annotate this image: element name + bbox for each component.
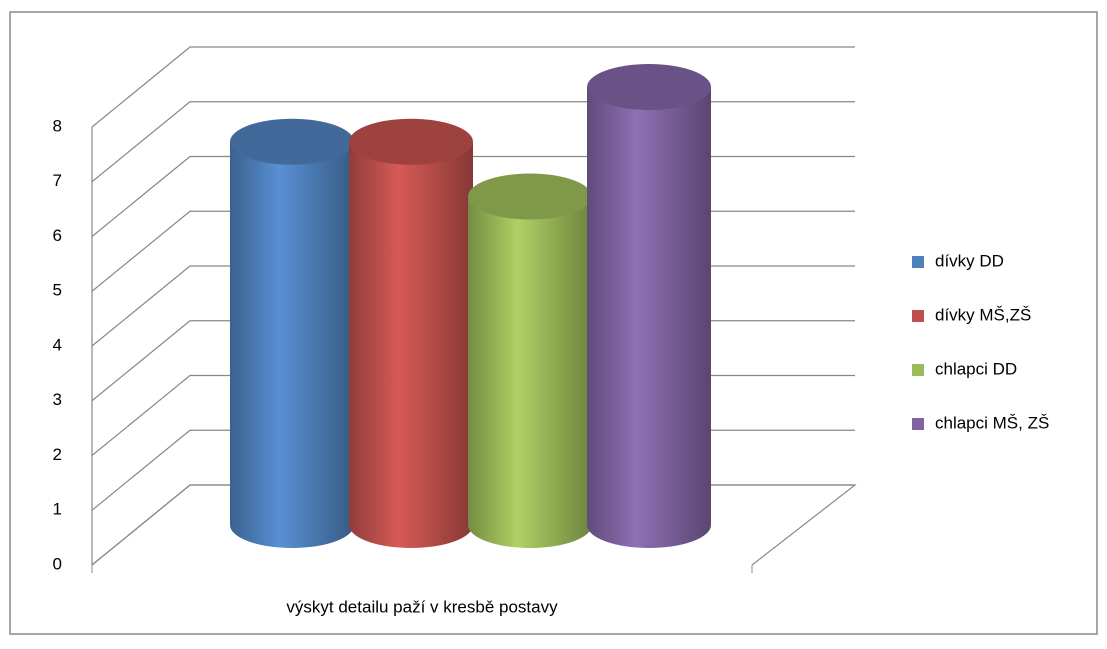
legend-swatch bbox=[912, 310, 924, 322]
cylinder-top bbox=[587, 64, 711, 110]
legend-swatch bbox=[912, 256, 924, 268]
legend-label: chlapci DD bbox=[935, 359, 1017, 378]
legend-label: dívky DD bbox=[935, 251, 1004, 270]
y-tick-label: 0 bbox=[53, 554, 62, 573]
grid-line bbox=[91, 46, 855, 128]
legend-swatch bbox=[912, 418, 924, 430]
y-tick-label: 7 bbox=[53, 171, 62, 190]
y-tick-label: 3 bbox=[53, 390, 62, 409]
cylinder bbox=[230, 118, 354, 548]
cylinder-top bbox=[349, 118, 473, 165]
cylinder-top bbox=[468, 173, 592, 220]
cylinder bbox=[349, 118, 473, 548]
cylinder-body bbox=[468, 196, 592, 548]
cylinder-body bbox=[230, 141, 354, 548]
cylinder bbox=[587, 64, 711, 548]
legend-swatch bbox=[912, 364, 924, 376]
x-axis-category: výskyt detailu paží v kresbě postavy bbox=[286, 597, 558, 616]
y-tick-label: 4 bbox=[53, 335, 62, 354]
cylinder bbox=[468, 173, 592, 548]
cylinder-body bbox=[587, 87, 711, 548]
y-tick-label: 2 bbox=[53, 445, 62, 464]
y-tick-label: 1 bbox=[53, 500, 62, 519]
y-tick-label: 8 bbox=[53, 116, 62, 135]
legend-label: chlapci MŠ, ZŠ bbox=[935, 413, 1049, 432]
cylinder-body bbox=[349, 141, 473, 548]
y-tick-label: 5 bbox=[53, 281, 62, 300]
cylinder-top bbox=[230, 118, 354, 165]
y-tick-label: 6 bbox=[53, 226, 62, 245]
legend-label: dívky MŠ,ZŠ bbox=[935, 305, 1031, 324]
